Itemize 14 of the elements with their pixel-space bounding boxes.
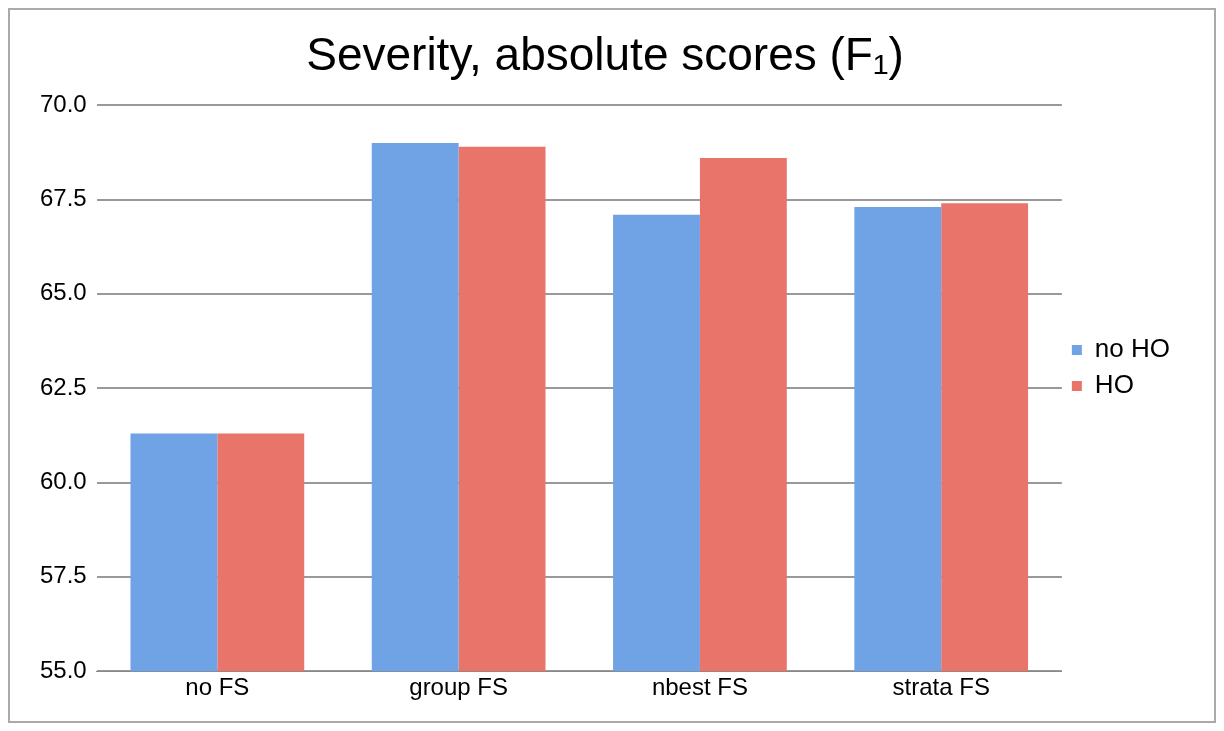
legend-label: no HO [1094,333,1171,364]
legend-label: HO [1094,369,1134,400]
y-tick-label: 57.5 [39,561,87,589]
y-tick-label: 60.0 [39,467,87,495]
x-tick-label: nbest FS [651,673,748,701]
x-tick-label: group FS [409,673,508,701]
y-tick-label: 70.0 [39,89,87,117]
y-tick-label: 65.0 [39,278,87,306]
x-tick-label: strata FS [892,673,990,701]
chart-title: Severity, absolute scores (F₁) [306,28,904,81]
y-tick-label: 67.5 [39,184,87,212]
y-tick-label: 55.0 [39,655,87,683]
x-tick-label: no FS [185,673,250,701]
y-tick-label: 62.5 [39,372,87,400]
